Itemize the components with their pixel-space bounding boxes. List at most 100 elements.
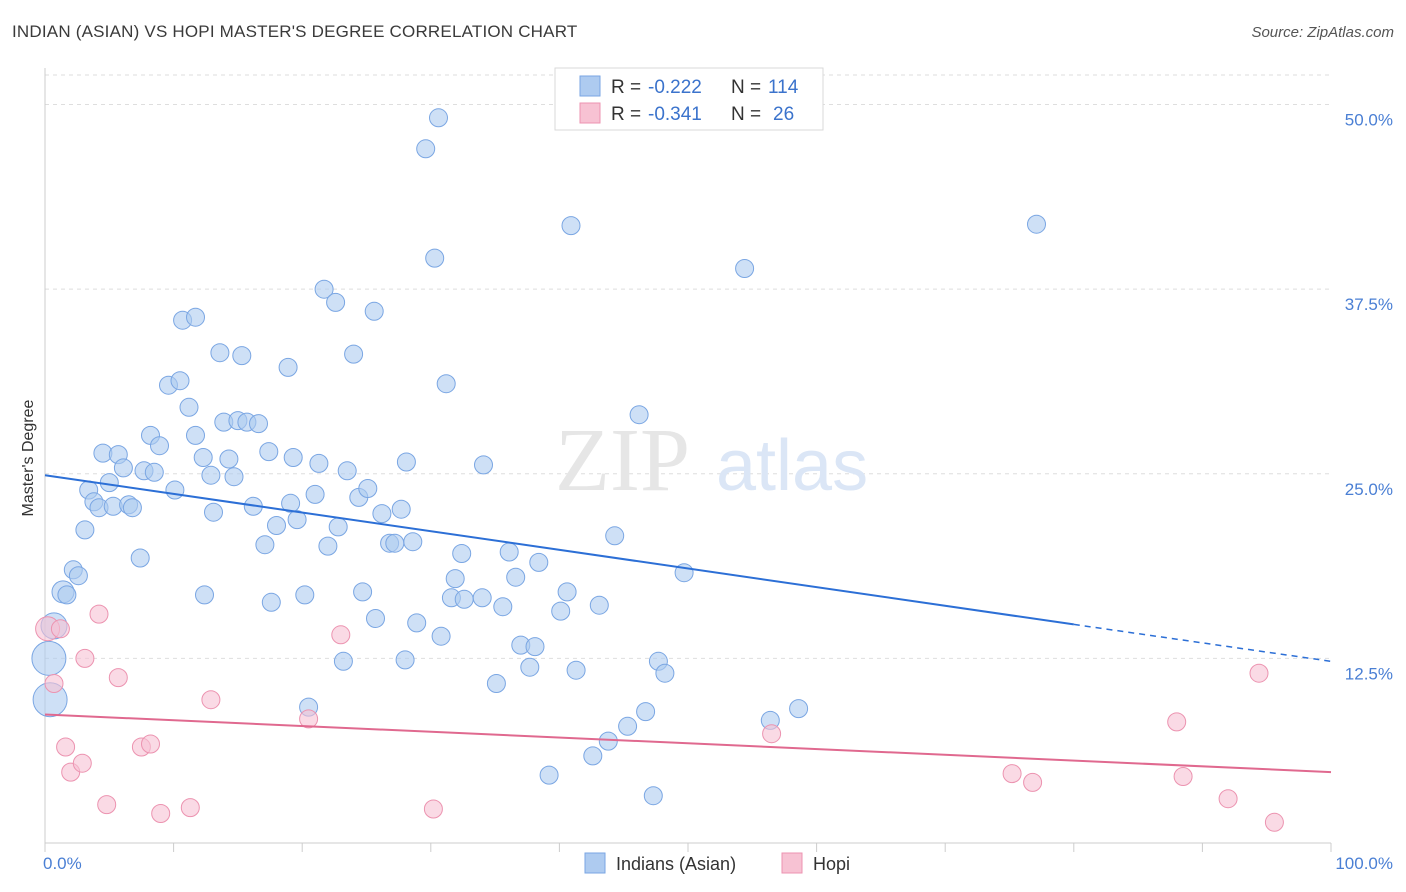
y-tick-label: 37.5% (1345, 295, 1393, 314)
indian-point (224, 467, 244, 487)
indian-point (193, 448, 213, 467)
indian-point (493, 597, 513, 617)
indian-point (407, 613, 427, 633)
y-tick-label: 25.0% (1345, 480, 1393, 499)
indian-point (287, 510, 307, 530)
indian-point (130, 548, 150, 568)
indian-point (416, 139, 436, 159)
indian-point (186, 307, 205, 327)
legend-n-value-1: 114 (768, 77, 799, 98)
indian-point (186, 425, 205, 445)
indian-point (735, 259, 755, 278)
indian-point (472, 588, 492, 608)
hopi-point (1173, 767, 1193, 786)
indian-point (618, 716, 638, 736)
indian-point (445, 569, 465, 589)
indian-point (278, 357, 298, 377)
indian-point (403, 532, 423, 552)
trend-lines (44, 474, 1332, 774)
hopi-point (331, 625, 351, 645)
indian-point (309, 453, 329, 473)
indian-point (314, 279, 334, 299)
indian-point (372, 504, 392, 524)
legend-swatch-blue (579, 75, 601, 97)
legend: R = -0.222 N = 114 R = -0.341 N = 26 (554, 67, 824, 131)
indian-point (425, 248, 445, 268)
indian-point (551, 601, 571, 621)
indian-point (655, 663, 675, 683)
indian-point (499, 542, 519, 562)
indian-point (75, 520, 95, 540)
indian-point (358, 479, 378, 498)
hopi-point (72, 753, 92, 773)
hopi-trend-line (44, 713, 1332, 774)
indian-point (391, 499, 411, 519)
bottom-legend-swatch-blue (584, 852, 606, 874)
bottom-legend-label-indians: Indians (Asian) (616, 854, 736, 874)
indian-point (589, 595, 609, 615)
legend-r-value-1: -0.222 (648, 77, 702, 98)
hopi-point (1264, 812, 1284, 832)
tick-labels: 12.5% 25.0% 37.5% 50.0% 0.0% 100.0% (43, 111, 1393, 873)
hopi-point (1218, 789, 1238, 809)
indian-point (395, 650, 415, 670)
indian-point (326, 292, 346, 312)
hopi-point (50, 619, 70, 639)
y-tick-label: 12.5% (1345, 664, 1393, 683)
indian-point (520, 657, 540, 677)
indian-point (144, 462, 164, 482)
y-tick-label: 50.0% (1345, 111, 1393, 130)
indian-point (201, 465, 221, 485)
hopi-point (97, 795, 117, 815)
indian-point (195, 585, 214, 605)
bottom-legend-label-hopi: Hopi (813, 854, 850, 874)
hopi-point (141, 734, 160, 754)
hopi-point (423, 799, 443, 819)
indian-point (529, 552, 549, 572)
indian-point (122, 498, 142, 518)
legend-r-label-2: R = (611, 104, 641, 125)
indian-point (150, 436, 169, 456)
chart-title: INDIAN (ASIAN) VS HOPI MASTER'S DEGREE C… (12, 22, 578, 41)
hopi-point (44, 674, 64, 693)
indian-point (583, 746, 603, 766)
indian-point (113, 458, 133, 478)
indian-point (636, 702, 656, 722)
watermark-zip: ZIP (555, 411, 690, 510)
hopi-point (1023, 772, 1043, 792)
legend-n-label-1: N = (731, 77, 761, 98)
indian-point (267, 516, 286, 535)
indian-point (525, 637, 545, 657)
hopi-point (75, 648, 95, 668)
indian-point (1027, 214, 1046, 234)
legend-n-value-2: 26 (773, 104, 794, 125)
hopi-point (299, 709, 319, 729)
indian-point (210, 343, 230, 363)
hopi-point (1249, 663, 1269, 683)
hopi-point (201, 690, 221, 710)
indian-point (170, 371, 190, 391)
data-points (31, 108, 1284, 832)
x-tick-label-max: 100.0% (1335, 854, 1393, 873)
indian-point (789, 699, 809, 719)
indian-point (643, 786, 663, 806)
hopi-point (1002, 764, 1022, 784)
legend-swatch-pink (579, 102, 601, 124)
legend-r-value-2: -0.341 (648, 104, 702, 125)
legend-r-label-1: R = (611, 77, 641, 98)
indian-point (429, 108, 448, 128)
y-axis-label: Master's Degree (20, 399, 37, 516)
indian-point (57, 585, 77, 605)
indian-trend-extension (1073, 623, 1332, 663)
legend-n-label-2: N = (731, 104, 761, 125)
indian-trend-line (44, 474, 1074, 626)
indian-point (232, 346, 252, 366)
hopi-point (1167, 712, 1187, 732)
indian-point (305, 484, 325, 504)
indian-point (261, 592, 281, 612)
indian-point (561, 216, 581, 236)
indian-point (295, 585, 315, 605)
indian-point (566, 660, 586, 680)
indian-point (31, 640, 67, 676)
indian-point (179, 397, 199, 417)
